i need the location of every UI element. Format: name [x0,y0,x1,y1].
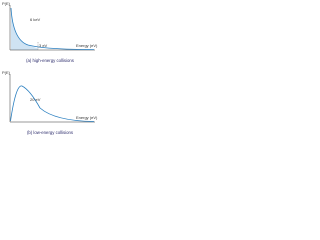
y-label: P(E) [2,1,11,6]
x-label: Energy (eV) [76,43,98,48]
caption: (a) high-energy collisions [26,58,74,63]
curve-label: 20 eV [30,97,41,102]
marker-label: 3 eV [39,43,48,48]
curve-label: 6 keV [30,17,41,22]
panel-b: P(E) 20 eV Energy (eV) (b) low-energy co… [2,70,98,135]
curve [10,85,95,122]
caption: (b) low-energy collisions [27,130,73,135]
x-label: Energy (eV) [76,115,98,120]
curve [10,7,95,50]
page: P(E) 6 keV 3 eV Energy (eV) (a) high-ene… [2,1,99,136]
shaded-area [11,8,38,50]
panel-a: P(E) 6 keV 3 eV Energy (eV) (a) high-ene… [2,1,98,63]
figure: P(E) 6 keV 3 eV Energy (eV) (a) high-ene… [2,1,98,135]
y-label: P(E) [2,70,11,75]
